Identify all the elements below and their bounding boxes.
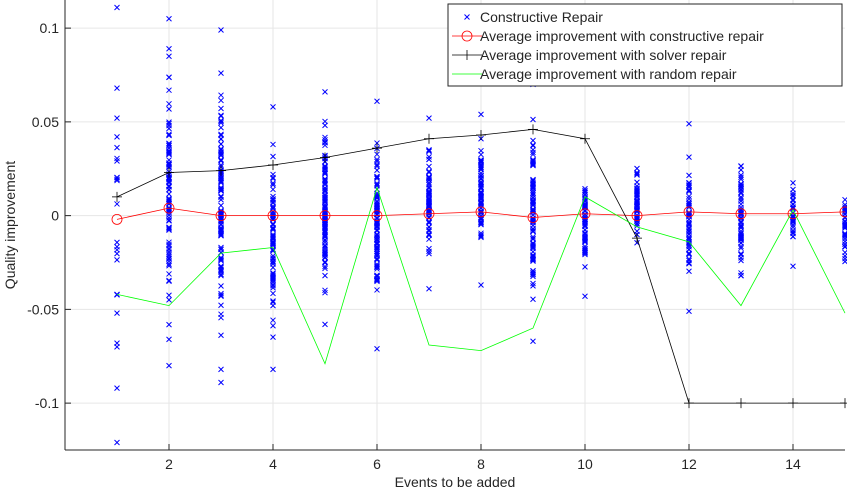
y-tick-label: 0.1 (40, 20, 60, 36)
x-tick-label: 4 (269, 456, 277, 472)
legend-label: Constructive Repair (480, 9, 603, 25)
legend-entry-solver: Average improvement with solver repair (452, 47, 727, 63)
legend: Constructive Repair Average improvement … (448, 4, 842, 86)
y-tick-label: 0.05 (32, 114, 59, 130)
x-tick-label: 6 (373, 456, 381, 472)
legend-entry-scatter: Constructive Repair (465, 9, 604, 25)
legend-entry-random: Average improvement with random repair (452, 66, 737, 82)
x-tick-label: 12 (681, 456, 697, 472)
legend-label: Average improvement with random repair (480, 66, 737, 82)
x-tick-label: 2 (165, 456, 173, 472)
x-tick-label: 10 (577, 456, 593, 472)
x-tick-label: 8 (477, 456, 485, 472)
y-tick-label: 0 (51, 208, 59, 224)
legend-label: Average improvement with solver repair (480, 47, 727, 63)
legend-entry-constructive: Average improvement with constructive re… (452, 28, 764, 44)
y-axis-label: Quality improvement (2, 161, 18, 289)
y-tick-label: -0.1 (35, 395, 59, 411)
x-tick-label: 14 (785, 456, 801, 472)
legend-label: Average improvement with constructive re… (480, 28, 764, 44)
x-axis-label: Events to be added (395, 474, 516, 490)
y-tick-label: -0.05 (27, 301, 59, 317)
chart: 2 4 6 8 10 12 14 0.1 0.05 0 -0.05 -0.1 Events to be… (0, 0, 847, 491)
